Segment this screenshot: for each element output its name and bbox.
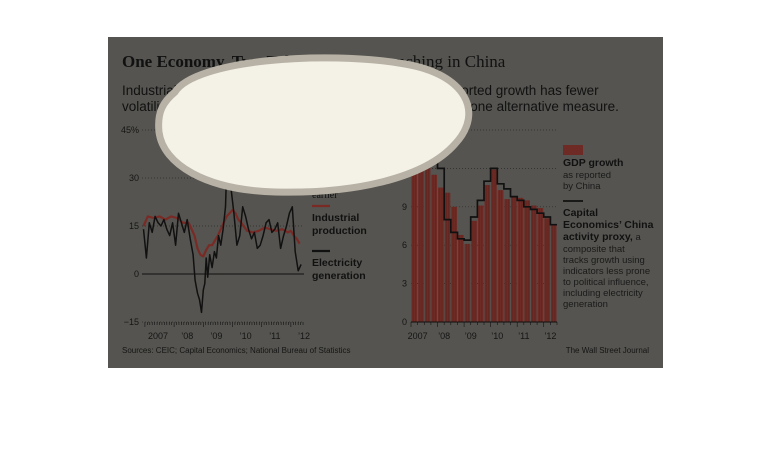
gdp-bar [550,224,557,322]
x-tick-label: ’09 [210,331,222,341]
legend-label: Electricity [312,257,362,269]
legend-label: Economics’ China [563,219,654,231]
y-tick-label: 30 [129,173,139,183]
x-tick-label: 2007 [148,331,168,341]
legend-note: including electricity [563,288,643,299]
legend-swatch-gdp [563,145,583,155]
infographic: One Economy, Two Tales | Number crunching … [108,37,663,368]
gdp-bar [497,190,504,322]
y-tick-label: 3 [402,279,407,289]
legend-label: generation [312,270,366,282]
x-tick-label: ’08 [438,331,450,341]
gdp-bar [411,145,418,322]
gdp-bar [431,174,438,322]
gdp-bar [477,205,484,322]
gdp-bar [517,197,524,322]
y-tick-label: 15% [389,125,407,135]
legend-note: a [633,232,642,243]
gdp-bar [484,185,491,322]
gdp-bar [451,206,457,322]
legend-label: Industrial [312,212,359,224]
gdp-bar [464,243,471,322]
gdp-bar [504,199,511,322]
legend-note: to political influence, [563,277,649,288]
gdp-bar [524,200,530,322]
y-tick-label: 15 [129,221,139,231]
legend-label: activity proxy, a [563,231,641,243]
y-tick-label: 0 [134,269,139,279]
legend-note: composite that [563,244,625,255]
gdp-bar [491,169,497,322]
credit: The Wall Street Journal [565,346,649,355]
x-tick-label: ’10 [240,331,252,341]
y-tick-label: 12 [397,163,407,173]
x-tick-label: ’10 [491,331,503,341]
legend-note: generation [563,299,608,310]
y-tick-label: 6 [402,240,407,250]
x-tick-label: ’09 [465,331,477,341]
gdp-bar [537,208,544,322]
legend-note: indicators less prone [563,266,650,277]
sources-note: Sources: CEIC; Capital Economics; Nation… [122,346,351,355]
x-tick-label: ’08 [181,331,193,341]
gdp-bar [444,192,451,322]
x-tick-label: ’12 [544,331,556,341]
x-tick-label: ’11 [269,331,280,341]
gdp-bar [530,205,537,322]
electricity-generation-line [142,138,302,314]
legend-label: Capital [563,207,598,219]
gdp-bar [457,234,464,322]
y-tick-label: 0 [402,317,407,327]
legend-note: tracks growth using [563,255,645,266]
x-tick-label: 2007 [408,331,428,341]
gdp-bar [424,142,431,322]
legend-label: production [312,225,367,237]
legend-note: by China [563,181,601,192]
y-tick-label: 9 [402,202,407,212]
gdp-bar [418,136,424,322]
gdp-bar [544,218,550,322]
legend-note: as reported [563,170,611,181]
gdp-bar [471,220,477,322]
x-tick-label: ’11 [518,331,529,341]
legend-label: GDP growth [563,157,623,169]
y-tick-label: −15 [124,317,139,327]
y-tick-label: 45% [121,125,139,135]
x-tick-label: ’12 [298,331,310,341]
gdp-bar [438,187,444,322]
gdp-bar [511,196,517,322]
